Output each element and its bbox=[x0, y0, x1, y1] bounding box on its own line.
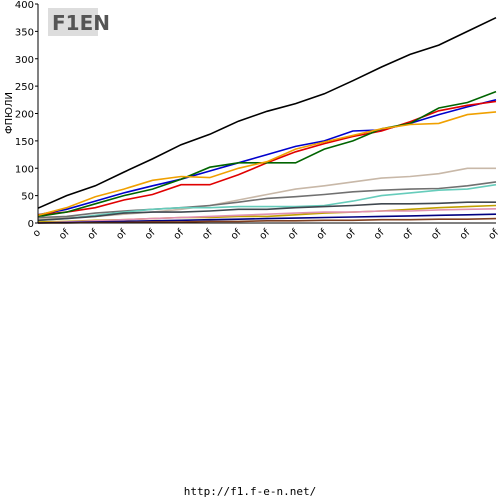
x-tick-label: of bbox=[429, 227, 444, 242]
x-tick-label: of bbox=[114, 227, 129, 242]
series-line bbox=[37, 183, 497, 222]
series-line bbox=[37, 208, 497, 224]
x-tick-label: of bbox=[172, 227, 187, 242]
footer: http://f1.f-e-n.net/ bbox=[184, 485, 316, 498]
x-tick-label: of bbox=[315, 227, 330, 242]
y-tick-label: 50 bbox=[21, 192, 34, 203]
logo: F1EN bbox=[52, 11, 110, 35]
x-tick-label: of bbox=[200, 227, 215, 242]
x-tick-label: of bbox=[57, 227, 72, 242]
series-line bbox=[37, 111, 497, 217]
y-tick-label: 250 bbox=[15, 82, 34, 93]
series-line bbox=[37, 99, 497, 216]
series-line bbox=[37, 16, 497, 209]
series-line bbox=[37, 201, 496, 222]
x-tick-label: of bbox=[86, 227, 101, 242]
series-line bbox=[37, 213, 497, 224]
x-tick-label: of bbox=[229, 227, 244, 242]
x-tick-label: o bbox=[31, 227, 43, 239]
x-tick-label: of bbox=[372, 227, 387, 242]
y-tick-label: 100 bbox=[15, 164, 34, 175]
x-tick-label: of bbox=[343, 227, 358, 242]
series-line bbox=[37, 181, 497, 219]
y-tick-label: 150 bbox=[15, 137, 34, 148]
x-tick-label: of bbox=[286, 227, 301, 242]
logo-box bbox=[48, 8, 98, 36]
x-tick-label: of bbox=[487, 227, 500, 242]
x-tick-label: of bbox=[143, 227, 158, 242]
y-axis-label: ФПЮЛИ bbox=[4, 92, 15, 134]
x-tick-label: of bbox=[458, 227, 473, 242]
y-tick-label: 200 bbox=[15, 110, 34, 121]
x-tick-label: of bbox=[258, 227, 273, 242]
y-tick-label: 400 bbox=[15, 0, 34, 11]
y-tick-label: 0 bbox=[28, 219, 34, 230]
y-tick-label: 300 bbox=[15, 55, 34, 66]
series-line bbox=[37, 90, 497, 218]
x-tick-label: of bbox=[401, 227, 416, 242]
y-tick-label: 350 bbox=[15, 27, 34, 38]
